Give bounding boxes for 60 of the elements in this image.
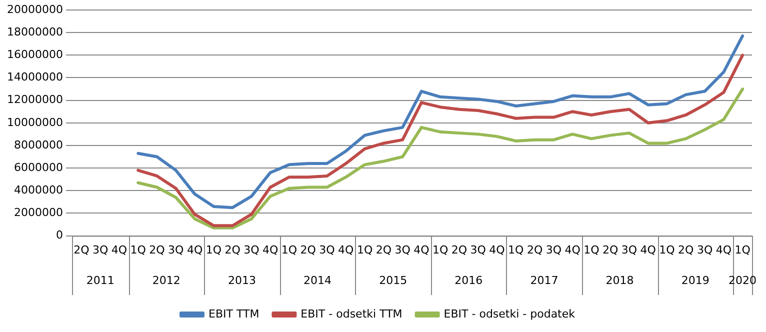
x-tick-label: 1Q (356, 243, 373, 256)
y-tick-label: 10000000 (6, 116, 63, 129)
y-tick-label: 20000000 (6, 2, 63, 16)
x-tick-label: 1Q (281, 243, 298, 256)
legend-label: EBIT - odsetki - podatek (444, 307, 576, 320)
y-tick-label: 0 (56, 228, 63, 242)
x-tick-label: 3Q (394, 243, 411, 256)
x-tick-label: 4Q (262, 243, 278, 256)
x-tick-label: 4Q (716, 243, 732, 256)
x-tick-label: 1Q (206, 243, 222, 256)
y-tick-label: 2000000 (14, 206, 63, 220)
x-tick-label: 3Q (621, 243, 638, 256)
x-tick-label: 4Q (489, 243, 506, 256)
x-tick-label: 3Q (319, 243, 336, 256)
x-tick-label: 3Q (546, 243, 562, 256)
text: 2013 (228, 274, 256, 287)
x-tick-label: 2Q (526, 243, 543, 256)
x-tick-label: 2Q (678, 243, 694, 256)
x-tick-label: 2Q (376, 243, 392, 256)
text: 2020 (728, 274, 757, 287)
text: 2015 (379, 274, 408, 287)
legend-label: EBIT - odsetki TTM (300, 307, 402, 320)
y-tick-label: 14000000 (6, 70, 63, 84)
x-tick-label: 1Q (584, 243, 600, 256)
x-tick-label: 1Q (508, 243, 524, 256)
x-tick-label: 3Q (244, 243, 260, 256)
x-tick-label: 3Q (470, 243, 486, 256)
legend-label: EBIT TTM (208, 307, 260, 320)
x-tick-label: 1Q (659, 243, 676, 256)
x-tick-label: 3Q (92, 243, 108, 256)
text: 2014 (304, 274, 332, 287)
x-tick-label: 4Q (564, 243, 581, 256)
y-tick-label: 18000000 (6, 25, 63, 38)
x-tick-label: 4Q (111, 243, 128, 256)
x-tick-label: 2Q (74, 243, 90, 256)
x-tick-label: 1Q (130, 243, 146, 256)
text: 2012 (152, 274, 180, 287)
x-tick-label: 1Q (734, 243, 751, 256)
y-tick-label: 8000000 (14, 138, 63, 152)
x-tick-label: 2Q (451, 243, 468, 256)
y-tick-label: 12000000 (6, 93, 63, 106)
x-tick-label: 4Q (338, 243, 354, 256)
x-tick-label: 2Q (300, 243, 316, 256)
text: 2017 (530, 274, 558, 287)
y-tick-label: 4000000 (14, 184, 63, 196)
x-tick-label: 2Q (602, 243, 618, 256)
x-tick-label: 1Q (432, 243, 448, 256)
x-tick-label: 4Q (640, 243, 656, 256)
x-tick-label: 4Q (414, 243, 430, 256)
y-tick-label: 16000000 (6, 48, 63, 62)
text: 2018 (606, 274, 634, 287)
x-tick-label: 2Q (224, 243, 241, 256)
text: 2016 (454, 274, 483, 287)
x-tick-label: 3Q (696, 243, 713, 256)
text: 2011 (86, 274, 114, 287)
x-tick-label: 2Q (149, 243, 166, 256)
x-tick-label: 4Q (186, 243, 203, 256)
y-tick-label: 6000000 (14, 160, 63, 174)
x-tick-label: 3Q (168, 243, 184, 256)
text: 2019 (681, 274, 710, 287)
